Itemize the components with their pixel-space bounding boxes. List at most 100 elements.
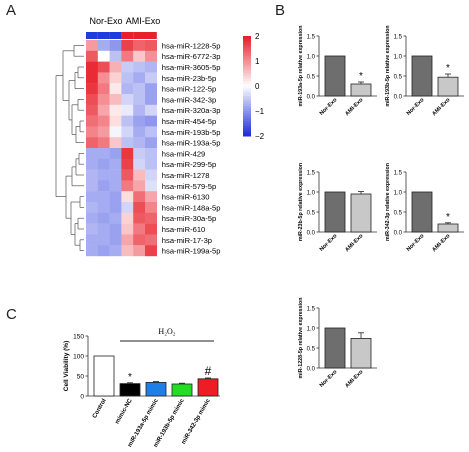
heatmap-cell (121, 148, 134, 159)
bar (324, 327, 346, 369)
heatmap-cell (133, 223, 146, 235)
bar (437, 223, 459, 233)
colorbar-segment (243, 88, 251, 92)
heatmap-cell (97, 223, 110, 235)
heatmap-group-bar-cell (97, 32, 110, 39)
heatmap-cell (109, 61, 122, 73)
colorbar-segment (243, 38, 251, 42)
y-tick-label: 0.5 (394, 75, 403, 81)
colorbar-segment (243, 41, 251, 44)
heatmap-cell (86, 180, 98, 192)
heatmap-cell (109, 191, 122, 203)
heatmap-row-label: hsa-miR-148a-5p (162, 203, 221, 212)
bar (324, 55, 346, 97)
heatmap-group-label: Nor-Exo (89, 16, 122, 26)
heatmap-cell (133, 50, 146, 62)
heatmap-cell (133, 83, 146, 95)
heatmap-cell (109, 83, 122, 95)
y-tick-label: 0.0 (394, 95, 403, 101)
y-tick-label: 0.0 (394, 231, 403, 237)
heatmap-cell (133, 94, 146, 105)
x-category-label: Nor-Exo (319, 369, 339, 389)
heatmap-cell (86, 202, 98, 213)
heatmap-cell (97, 104, 110, 116)
y-axis-label: miR-193b-5p relative expression (385, 25, 391, 106)
heatmap-cell (121, 61, 134, 73)
heatmap-cell (97, 169, 110, 181)
x-category-label: miR-342-3p mimic (181, 397, 212, 445)
heatmap-cell (86, 245, 98, 257)
heatmap-cell (121, 180, 134, 192)
colorbar-segment (243, 71, 251, 74)
colorbar-segment (243, 126, 251, 129)
heatmap-row-label: hsa-miR-23b-5p (162, 74, 216, 83)
heatmap-cell (109, 180, 122, 192)
heatmap-cell (133, 40, 146, 51)
y-tick-label: 1.0 (307, 327, 316, 333)
heatmap-row-label: hsa-miR-30a-5p (162, 214, 216, 223)
significance-marker: * (359, 71, 363, 82)
heatmap-cell (133, 169, 146, 181)
heatmap-group-bar-cell (86, 32, 98, 39)
heatmap-cell (97, 94, 110, 105)
colorbar-segment (243, 108, 251, 112)
heatmap-cell (121, 40, 134, 51)
colorbar-segment (243, 118, 251, 122)
heatmap-row-label: hsa-miR-6772-3p (162, 52, 221, 61)
colorbar-segment (243, 83, 251, 87)
heatmap-group-label: AMI-Exo (126, 16, 161, 26)
significance-marker: # (205, 364, 212, 378)
colorbar-segment (243, 106, 251, 109)
colorbar-segment (243, 113, 251, 117)
heatmap-cell (109, 245, 122, 257)
heatmap-cell (145, 223, 157, 235)
heatmap-group-bar-cell (145, 32, 157, 39)
heatmap-cell (97, 212, 110, 224)
x-category-label: AMI-Exo (431, 97, 451, 117)
heatmap-cell (86, 126, 98, 138)
x-category-label: Nor-Exo (406, 97, 426, 117)
heatmap-cell (133, 104, 146, 116)
heatmap-cell (121, 169, 134, 181)
x-category-label: AMI-Exo (344, 369, 364, 389)
bar (145, 381, 167, 397)
heatmap-cell (86, 158, 98, 170)
heatmap-cell (121, 245, 134, 257)
heatmap-cell (86, 137, 98, 149)
bar (350, 83, 372, 97)
bar (411, 191, 433, 233)
heatmap-cell (97, 148, 110, 159)
heatmap-cell (109, 212, 122, 224)
colorbar-segment (243, 43, 251, 47)
y-tick-label: 1.0 (307, 55, 316, 61)
x-category-label: Nor-Exo (319, 233, 339, 253)
bar (171, 383, 193, 397)
heatmap-cell (97, 72, 110, 84)
bar (324, 191, 346, 233)
colorbar-segment (243, 116, 251, 119)
panel-label-a: A (6, 2, 17, 19)
x-category-label: AMI-Exo (344, 233, 364, 253)
heatmap-row-label: hsa-miR-454-5p (162, 117, 216, 126)
colorbar-segment (243, 68, 251, 72)
bar (350, 337, 372, 369)
colorbar-segment (243, 58, 251, 62)
heatmap-cell (121, 83, 134, 95)
heatmap-cell (109, 148, 122, 159)
heatmap-group-bar-cell (121, 32, 134, 39)
heatmap-cell (121, 234, 134, 246)
y-tick-label: 0.0 (307, 367, 316, 373)
heatmap-row-label: hsa-miR-199a-5p (162, 247, 221, 256)
heatmap-cell (145, 94, 157, 105)
heatmap-row-label: hsa-miR-193b-5p (162, 128, 221, 137)
heatmap-cell (145, 148, 157, 159)
heatmap-cell (109, 50, 122, 62)
x-category-label: AMI-Exo (431, 233, 451, 253)
bar (411, 55, 433, 97)
heatmap-cell (121, 137, 134, 149)
colorbar-segment (243, 98, 251, 102)
heatmap-cell (145, 180, 157, 192)
heatmap-cell (133, 158, 146, 170)
heatmap-cell (86, 191, 98, 203)
heatmap-row-label: hsa-miR-579-5p (162, 182, 216, 191)
